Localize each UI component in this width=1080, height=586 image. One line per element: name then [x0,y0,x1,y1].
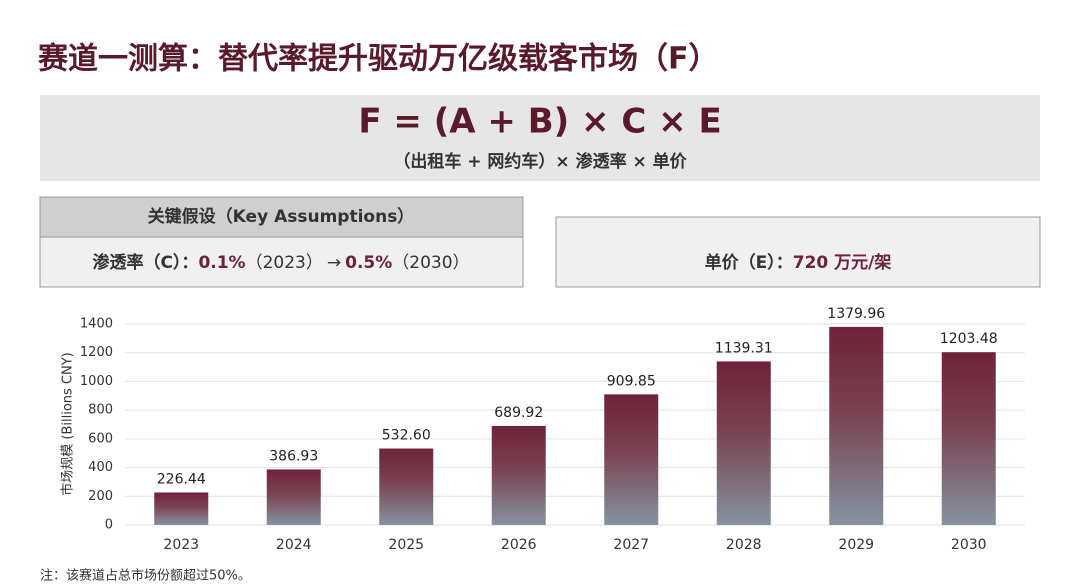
value: 720 万元/架 [793,252,892,273]
value: 0.5% [345,253,392,273]
bar [154,492,209,525]
y-axis-label: 市场规模 (Billions CNY) [60,352,76,495]
data-label: 1203.48 [940,331,998,347]
value: 0.1% [198,253,245,273]
bar [379,448,434,525]
penetration-assumption: 渗透率（C）：0.1%（2023） → 0.5%（2030） [92,252,469,273]
data-label: 689.92 [494,405,543,421]
bar [604,394,659,525]
formula-description: （出租车 + 网约车）× 渗透率 × 单价 [393,151,687,172]
x-tick-label: 2025 [388,537,424,553]
y-tick-label: 0 [105,518,113,533]
unit-price: 单价（E）：720 万元/架 [705,252,892,273]
x-tick-label: 2026 [501,537,537,553]
arrow: → [327,253,341,273]
bar [829,326,884,525]
x-tick-label: 2023 [163,537,199,553]
bar [941,352,996,525]
assumption-header-box [39,196,524,238]
formula-box [40,95,1040,181]
x-tick-label: 2027 [613,537,649,553]
x-tick-label: 2028 [726,537,762,553]
bar [491,425,546,525]
y-tick-label: 1200 [80,345,113,360]
chart: 0 200 400 600 800 1000 1200 1400 2023 226.44 2024 3… [80,306,1025,553]
y-tick-label: 400 [88,460,113,475]
y-tick-label: 600 [88,431,113,446]
data-label: 386.93 [269,448,318,464]
y-tick-label: 1400 [80,317,113,332]
formula: F = (A + B) × C × E [358,102,721,142]
year: （2030） [392,253,469,273]
footnote: 注：该赛道占总市场份额超过50%。 [40,568,251,583]
label: 单价（E）： [705,252,793,273]
data-label: 1379.96 [827,306,885,322]
assumption-heading: 关键假设（Key Assumptions） [148,206,415,227]
bar [716,361,771,525]
data-label: 226.44 [157,471,206,487]
bar [266,469,321,525]
y-tick-label: 800 [88,403,113,418]
data-label: 909.85 [607,373,656,389]
data-label: 1139.31 [715,340,773,356]
year: （2023） [246,253,323,273]
x-tick-label: 2029 [838,537,874,553]
x-tick-label: 2030 [951,537,987,553]
data-label: 532.60 [382,428,431,444]
assumption-box [39,236,524,288]
y-tick-label: 1000 [80,374,113,389]
y-tick-label: 200 [88,489,113,504]
title: 赛道一测算：替代率提升驱动万亿级载客市场（F） [38,42,719,77]
label: 渗透率（C）： [92,252,198,273]
unit-price-box [555,216,1041,288]
x-tick-label: 2024 [276,537,312,553]
